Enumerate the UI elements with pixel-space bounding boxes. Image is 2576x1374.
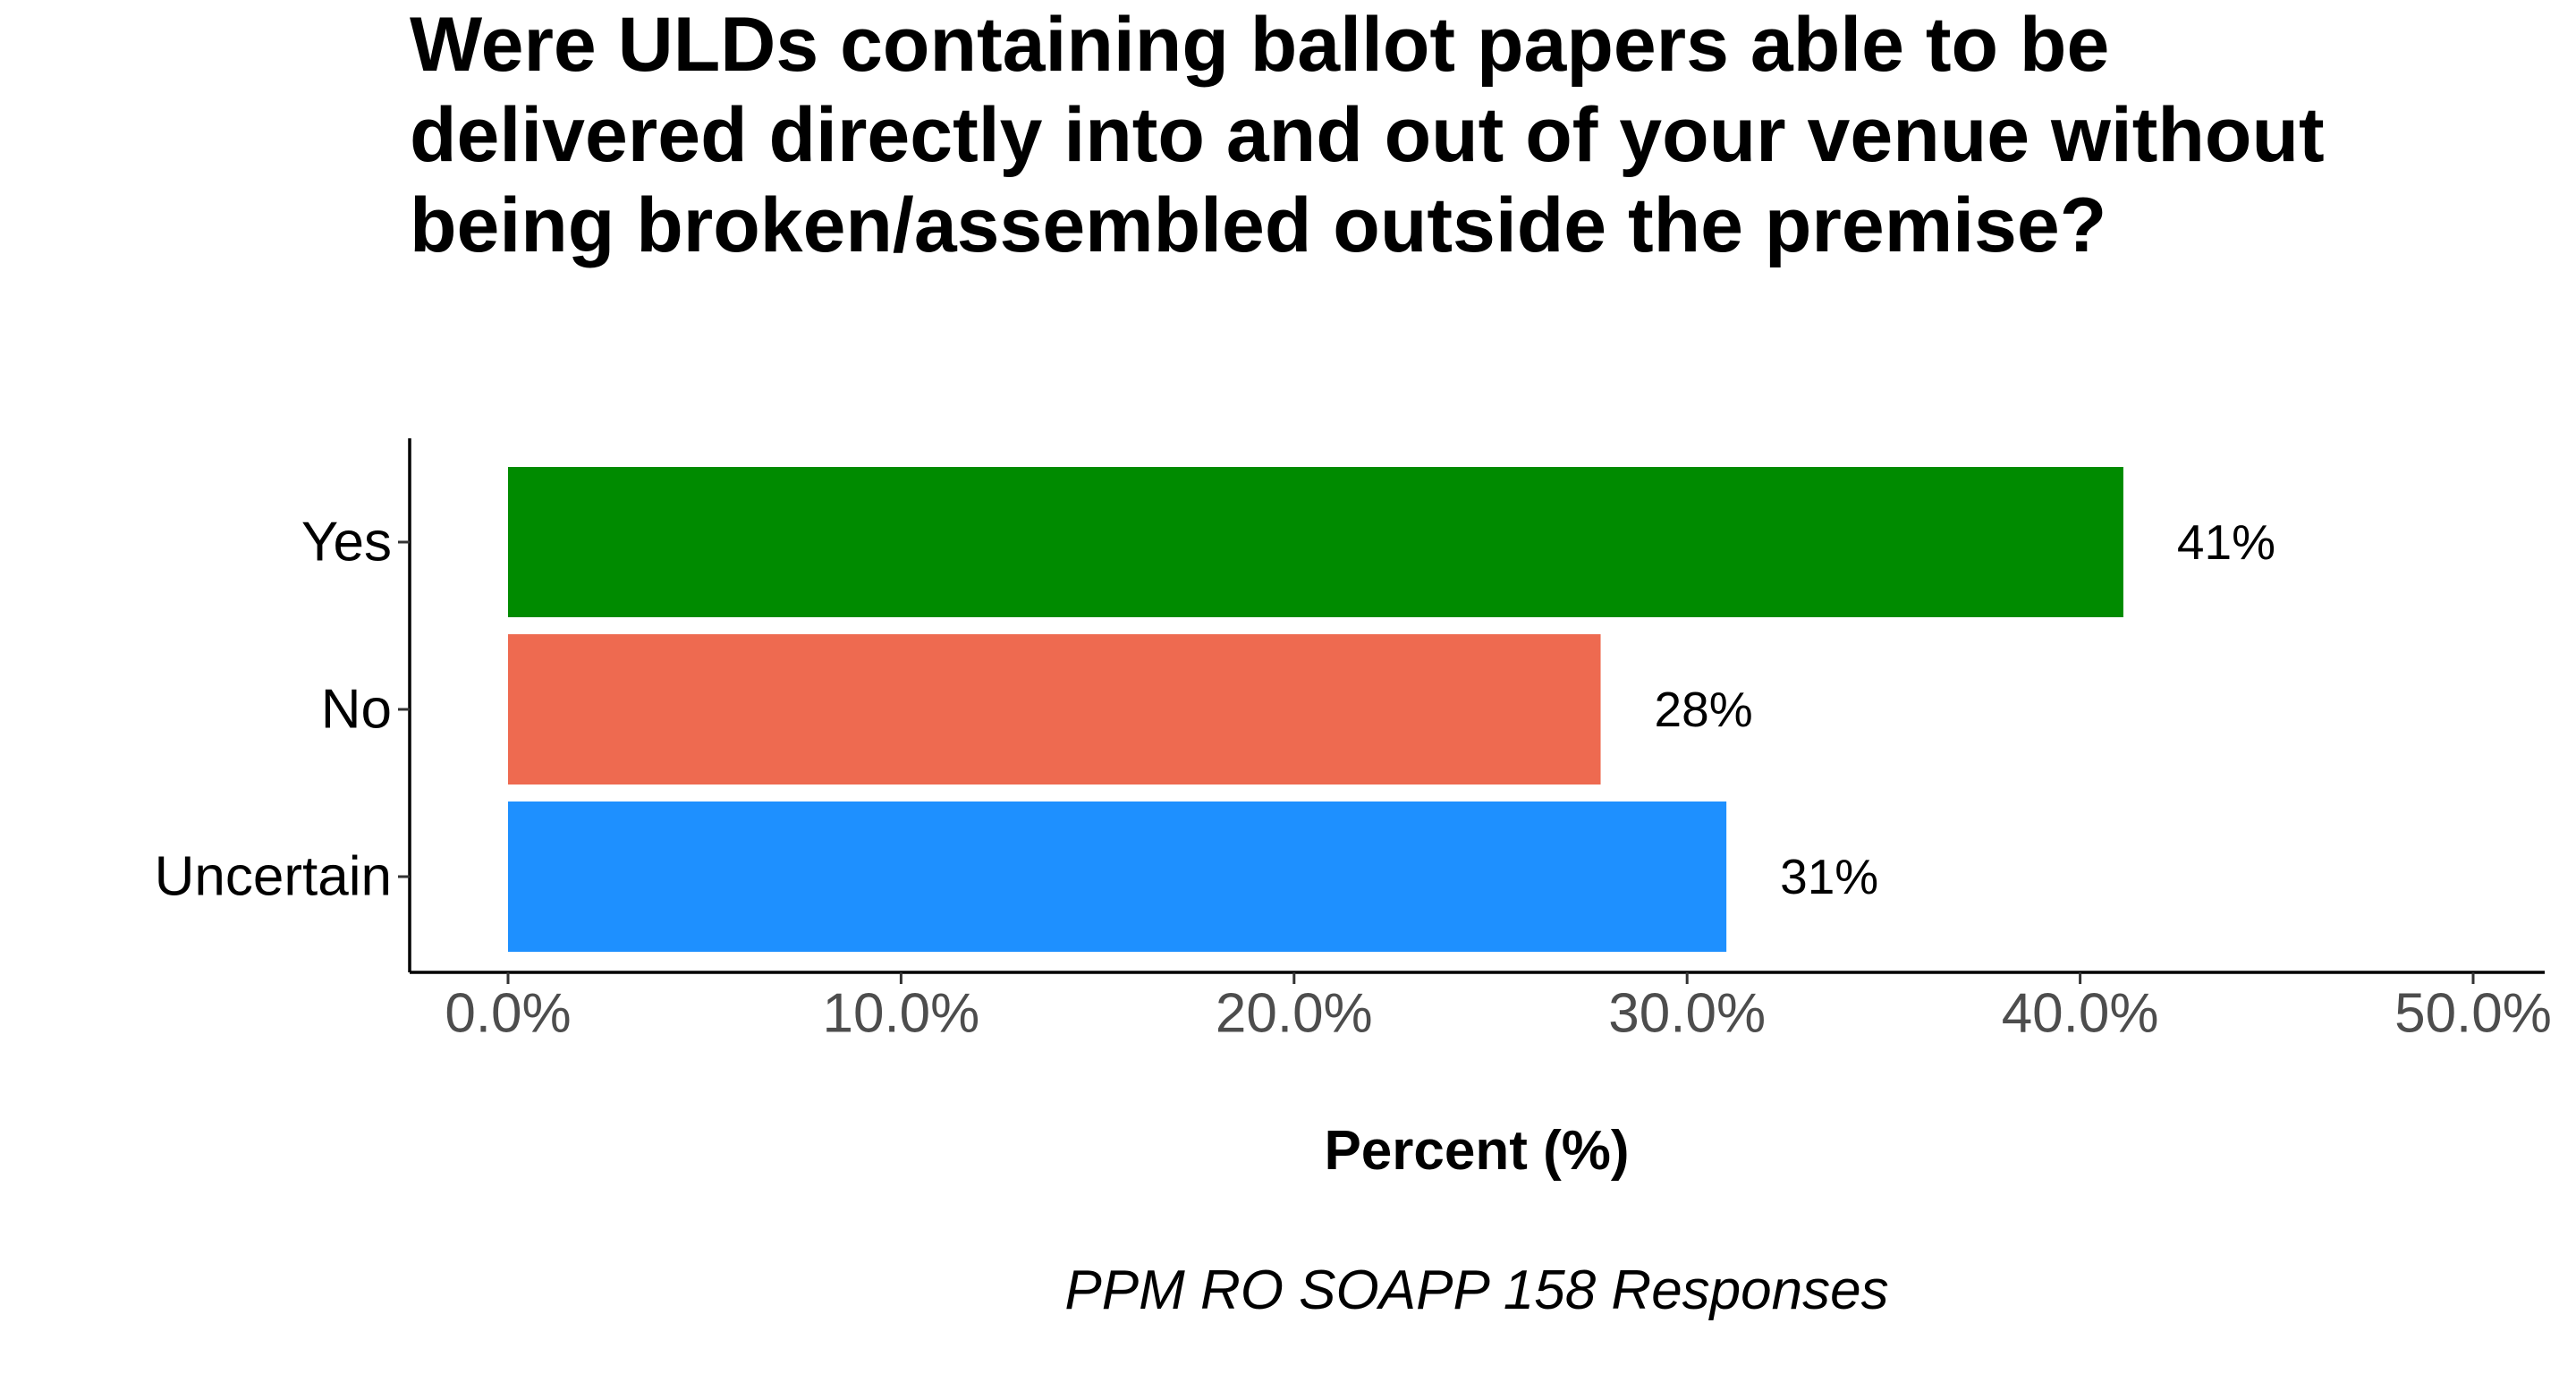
data-label-no: 28% <box>1655 682 1753 737</box>
chart-title: Were ULDs containing ballot papers able … <box>410 2 2325 268</box>
y-tick-label-no: No <box>321 679 392 741</box>
x-axis-ticks: 0.0% 10.0% 20.0% 30.0% 40.0% 50.0% <box>445 972 2552 1045</box>
y-axis-ticks: Yes No Uncertain <box>155 512 410 908</box>
bar-uncertain <box>508 802 1727 952</box>
data-label-yes: 41% <box>2177 514 2275 570</box>
data-label-uncertain: 31% <box>1780 849 1878 904</box>
x-tick-label-50: 50.0% <box>2394 983 2552 1045</box>
x-tick-label-30: 30.0% <box>1608 983 1766 1045</box>
data-labels-group: 41% 28% 31% <box>1655 514 2275 904</box>
bars-group <box>508 467 2123 952</box>
x-tick-label-10: 10.0% <box>822 983 979 1045</box>
x-tick-label-0: 0.0% <box>445 983 571 1045</box>
y-tick-label-uncertain: Uncertain <box>155 846 392 908</box>
chart-caption: PPM RO SOAPP 158 Responses <box>1064 1260 1888 1321</box>
bar-no <box>508 634 1601 785</box>
x-tick-label-40: 40.0% <box>2002 983 2159 1045</box>
bar-yes <box>508 467 2123 617</box>
x-tick-label-20: 20.0% <box>1216 983 1373 1045</box>
y-tick-label-yes: Yes <box>301 512 392 573</box>
x-axis-label: Percent (%) <box>1324 1120 1629 1182</box>
